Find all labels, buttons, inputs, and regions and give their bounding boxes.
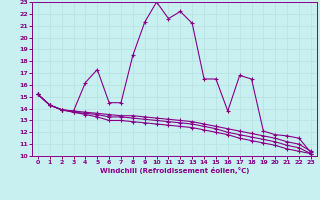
X-axis label: Windchill (Refroidissement éolien,°C): Windchill (Refroidissement éolien,°C) (100, 167, 249, 174)
